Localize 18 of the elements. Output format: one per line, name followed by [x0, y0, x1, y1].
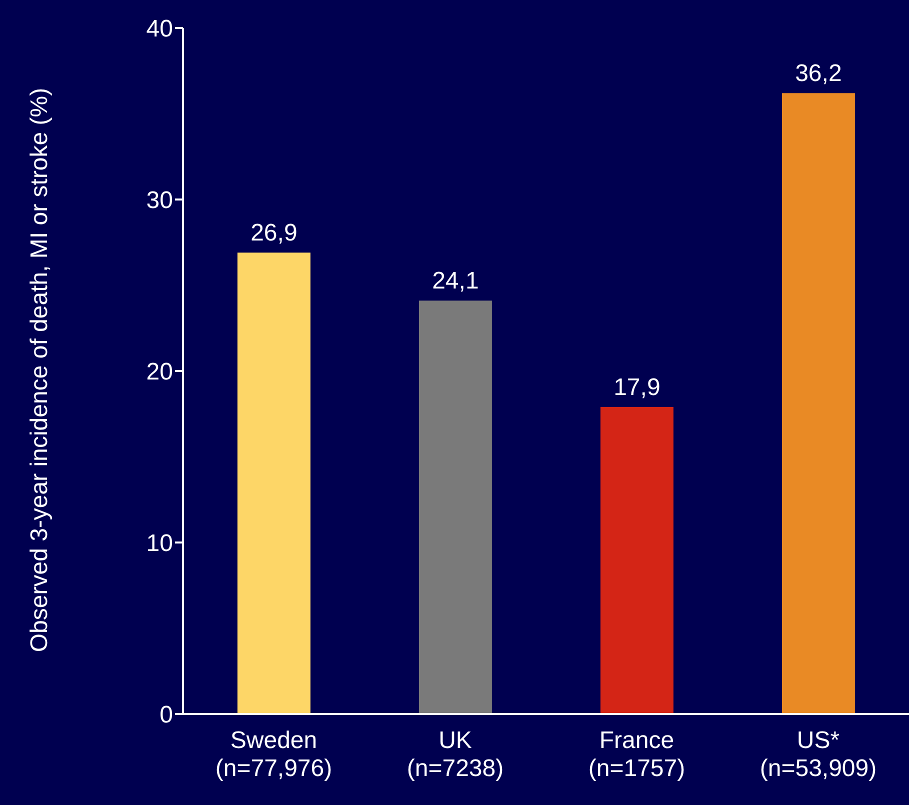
- y-axis-title: Observed 3-year incidence of death, MI or stroke (%): [25, 86, 54, 654]
- data-label: 24,1: [432, 268, 479, 295]
- y-tick-label: 40: [146, 16, 173, 43]
- bar: [418, 300, 492, 714]
- x-tick-label: France (n=1757): [588, 727, 686, 782]
- y-tick-label: 0: [160, 702, 173, 729]
- bar: [237, 252, 310, 714]
- y-tick-label: 20: [146, 358, 173, 386]
- x-tick-label: UK (n=7238): [406, 727, 504, 782]
- y-tick-label: 30: [146, 187, 173, 214]
- bar: [782, 93, 855, 714]
- bar: [600, 407, 674, 714]
- x-tick-label: Sweden (n=77,976): [215, 727, 332, 782]
- y-tick-label: 10: [146, 530, 173, 558]
- data-label: 26,9: [250, 220, 298, 247]
- data-label: 36,2: [795, 60, 842, 88]
- x-tick-label: US* (n=53,909): [760, 727, 877, 782]
- data-label: 17,9: [614, 374, 660, 402]
